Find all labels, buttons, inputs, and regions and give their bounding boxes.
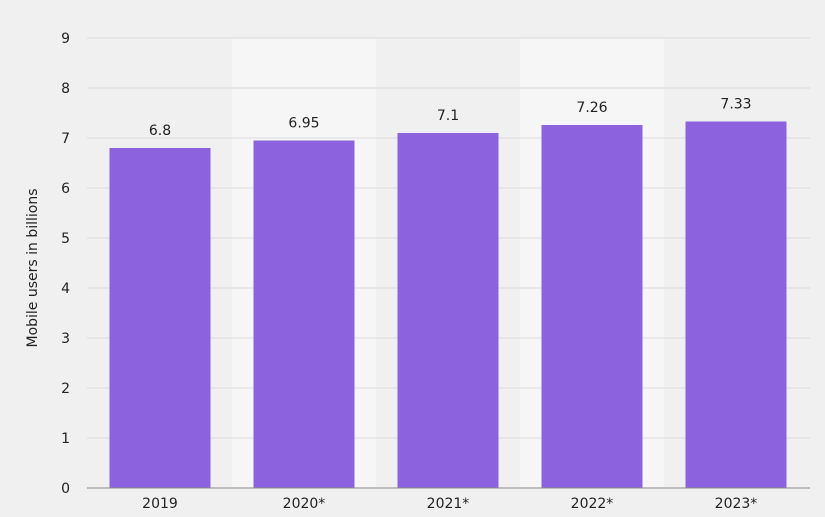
y-tick-labels: 0 1 2 3 4 5 6 7 8 9	[61, 31, 70, 497]
y-tick-label: 1	[61, 431, 70, 447]
y-tick-label: 4	[61, 281, 70, 297]
x-tick-label: 2021*	[427, 496, 470, 512]
bars	[109, 121, 787, 488]
bar	[685, 121, 787, 488]
value-label: 7.33	[720, 97, 751, 113]
bar	[397, 133, 499, 488]
value-label: 7.26	[576, 100, 607, 116]
y-tick-label: 7	[61, 131, 70, 147]
y-tick-label: 0	[61, 481, 70, 497]
y-tick-label: 3	[61, 331, 70, 347]
bar	[109, 148, 211, 488]
bar	[541, 125, 643, 488]
y-tick-label: 6	[61, 181, 70, 197]
bar	[253, 140, 355, 488]
x-tick-label: 2022*	[571, 496, 614, 512]
x-tick-label: 2020*	[283, 496, 326, 512]
y-tick-label: 9	[61, 31, 70, 47]
value-labels: 6.8 6.95 7.1 7.26 7.33	[149, 97, 752, 140]
y-axis-title: Mobile users in billions	[25, 188, 41, 347]
x-tick-label: 2023*	[715, 496, 758, 512]
value-label: 6.95	[288, 116, 319, 132]
x-tick-labels: 2019 2020* 2021* 2022* 2023*	[142, 496, 757, 512]
y-tick-label: 2	[61, 381, 70, 397]
value-label: 7.1	[437, 108, 459, 124]
y-tick-label: 8	[61, 81, 70, 97]
x-tick-label: 2019	[142, 496, 178, 512]
y-tick-label: 5	[61, 231, 70, 247]
value-label: 6.8	[149, 123, 171, 139]
